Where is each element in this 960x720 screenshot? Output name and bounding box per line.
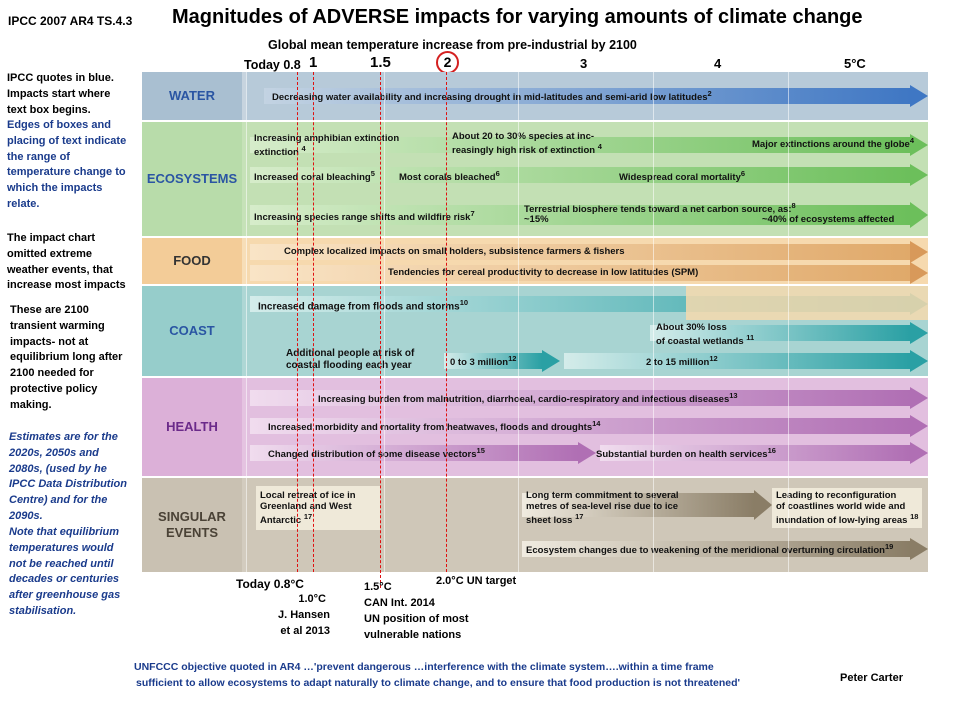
arrow-health-4 — [600, 442, 928, 464]
impact-eco-40pct: ~40% of ecosystems affected — [762, 214, 895, 225]
side-note-estimates: Estimates are for the 2020s, 2050s and 2… — [9, 431, 127, 618]
arrow-eco-3 — [250, 202, 928, 228]
impact-sing-sealevel: Long term commitment to several metres of… — [526, 490, 679, 526]
side-note-extremes: The impact chart omitted extreme weather… — [7, 232, 126, 292]
tick-3: 3 — [580, 56, 588, 71]
tick-4: 4 — [714, 56, 722, 71]
tick-1-5: 1.5 — [370, 54, 391, 71]
arrow-eco-1 — [250, 134, 928, 156]
impact-eco-major-extinctions: Major extinctions around the globe4 — [752, 136, 914, 151]
impact-eco-15pct: ~15% — [524, 214, 549, 225]
author: Peter Carter — [840, 672, 903, 684]
impact-coast-0-3m: 0 to 3 million12 — [450, 354, 517, 369]
impact-food-smallholders: Complex localized impacts on small holde… — [284, 246, 625, 257]
today-label-top: Today 0.8 — [244, 58, 301, 72]
band-food: FOOD Complex localized impacts on small … — [142, 238, 928, 284]
axis-title: Global mean temperature increase from pr… — [268, 38, 637, 52]
impact-eco-corals-bleached: Most corals bleached6 — [399, 169, 500, 184]
unfccc-quote-line2: sufficient to allow ecosystems to adapt … — [136, 677, 740, 689]
band-water: WATER Decreasing water availability and … — [142, 72, 928, 120]
side-note-quotes: IPCC quotes in blue. Impacts start where… — [7, 72, 114, 116]
box-sing-ice — [256, 486, 380, 530]
grid-line — [653, 72, 654, 572]
band-body-ecosystems: Increasing amphibian extinction extinctio… — [246, 122, 928, 236]
arrow-health-1 — [250, 387, 928, 409]
side-note-edges: Edges of boxes and placing of text indic… — [7, 119, 127, 211]
impact-eco-coral-mortality: Widespread coral mortality6 — [619, 169, 746, 184]
hansen-note: 1.0°C J. Hansen et al 2013 — [278, 593, 330, 637]
band-ecosystems: ECOSYSTEMS Increasing amphibian extincti… — [142, 122, 928, 236]
sector-label-singular: SINGULAR EVENTS — [142, 478, 242, 572]
reference-line-1-0 — [313, 72, 314, 572]
arrow-health-2 — [250, 415, 928, 437]
reference-line-1-5 — [380, 72, 381, 588]
impact-eco-carbon-source: Terrestrial biosphere tends toward a net… — [524, 201, 796, 216]
grid-line — [246, 72, 247, 572]
figure-reference: IPCC 2007 AR4 TS.4.3 — [8, 14, 133, 28]
impact-health-heatwaves: Increased morbidity and mortality from h… — [268, 419, 601, 434]
tick-2-circled: 2 — [436, 51, 459, 74]
arrow-sing-2 — [522, 490, 772, 520]
arrow-water-1 — [264, 85, 928, 107]
reference-line-0-8 — [297, 72, 298, 572]
band-body-food: Complex localized impacts on small holde… — [246, 238, 928, 284]
sector-label-health: HEALTH — [142, 378, 242, 476]
arrow-eco-2 — [250, 164, 928, 186]
arrow-coast-4 — [564, 350, 928, 372]
sector-label-ecosystems: ECOSYSTEMS — [142, 122, 242, 236]
impact-coast-wetlands: About 30% loss of coastal wetlands 11 — [656, 322, 755, 348]
tick-1: 1 — [309, 54, 318, 71]
page-title: Magnitudes of ADVERSE impacts for varyin… — [172, 6, 863, 28]
band-health: HEALTH Increasing burden from malnutriti… — [142, 378, 928, 476]
band-body-health: Increasing burden from malnutrition, dia… — [246, 378, 928, 476]
impact-sing-ice: Local retreat of ice in Greenland and Wes… — [260, 490, 356, 526]
arrow-food-2 — [250, 262, 928, 284]
impact-water-1: Decreasing water availability and increa… — [272, 89, 712, 104]
impact-eco-coral-bleaching: Increased coral bleaching5 — [254, 169, 375, 184]
arrow-health-3 — [250, 442, 596, 464]
today-label-bottom: Today 0.8°C — [236, 577, 304, 591]
unfccc-quote-line1: UNFCCC objective quoted in AR4 …'prevent… — [134, 661, 714, 673]
grid-line — [518, 72, 519, 572]
impact-chart: WATER Decreasing water availability and … — [142, 72, 928, 572]
impact-sing-coastlines: Leading to reconfiguration of coastlines … — [776, 490, 919, 526]
band-body-water: Decreasing water availability and increa… — [246, 72, 928, 120]
band-singular: SINGULAR EVENTS Local retreat of ice in G… — [142, 478, 928, 572]
sector-label-coast: COAST — [142, 286, 242, 376]
impact-coast-people: Additional people at risk of coastal floo… — [286, 348, 415, 371]
impact-coast-floods: Increased damage from floods and storms1… — [258, 298, 469, 313]
side-note-transient: These are 2100 transient warming impacts… — [10, 304, 123, 411]
impact-health-vectors: Changed distribution of some disease vec… — [268, 446, 485, 461]
grid-line — [788, 72, 789, 572]
sector-label-water: WATER — [142, 72, 242, 120]
un-target-note: 2.0°C UN target — [436, 575, 517, 587]
band-body-coast: Increased damage from floods and storms1… — [246, 286, 928, 376]
reference-line-2-0 — [446, 72, 447, 572]
band-body-singular: Local retreat of ice in Greenland and Wes… — [246, 478, 928, 572]
impact-eco-species-risk: About 20 to 30% species at inc-reasingly… — [452, 131, 602, 157]
band-coast: COAST Increased damage from floods and s… — [142, 286, 928, 376]
arrow-coast-3 — [444, 350, 560, 372]
sector-label-food: FOOD — [142, 238, 242, 284]
impact-eco-amphibian: Increasing amphibian extinction extinctio… — [254, 133, 400, 159]
food-arrow-overlap — [686, 286, 928, 320]
impact-health-services: Substantial burden on health services16 — [596, 446, 776, 461]
impact-eco-range-shifts: Increasing species range shifts and wild… — [254, 209, 475, 224]
impact-coast-2-15m: 2 to 15 million12 — [646, 354, 718, 369]
impact-food-cereal: Tendencies for cereal productivity to de… — [388, 267, 699, 278]
tick-5: 5°C — [844, 56, 866, 71]
arrow-coast-2 — [650, 322, 928, 344]
arrow-food-1 — [250, 241, 928, 263]
impact-sing-circulation: Ecosystem changes due to weakening of th… — [526, 542, 894, 557]
grid-line — [384, 72, 385, 572]
can-note: 1.5°C CAN Int. 2014 UN position of most … — [364, 581, 469, 641]
box-sing-coastlines — [772, 488, 922, 528]
impact-health-malnutrition: Increasing burden from malnutrition, dia… — [318, 391, 738, 406]
arrow-sing-4 — [522, 538, 928, 560]
